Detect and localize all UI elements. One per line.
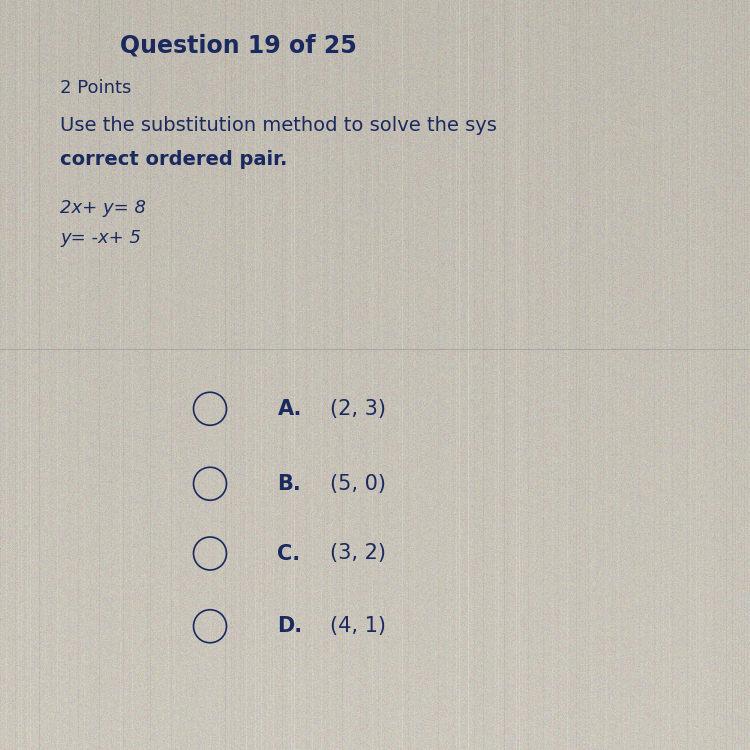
Text: (2, 3): (2, 3) bbox=[330, 399, 386, 418]
Text: A.: A. bbox=[278, 399, 302, 418]
Text: y= -x+ 5: y= -x+ 5 bbox=[60, 229, 141, 247]
Text: B.: B. bbox=[278, 474, 302, 494]
Text: Use the substitution method to solve the sys: Use the substitution method to solve the… bbox=[60, 116, 497, 135]
Text: 2x+ y= 8: 2x+ y= 8 bbox=[60, 199, 146, 217]
Text: correct ordered pair.: correct ordered pair. bbox=[60, 150, 287, 169]
Text: C.: C. bbox=[278, 544, 301, 563]
Text: (3, 2): (3, 2) bbox=[330, 544, 386, 563]
Text: (5, 0): (5, 0) bbox=[330, 474, 386, 494]
Text: Question 19 of 25: Question 19 of 25 bbox=[120, 34, 357, 58]
Text: 2 Points: 2 Points bbox=[60, 79, 131, 97]
Text: D.: D. bbox=[278, 616, 302, 636]
Text: (4, 1): (4, 1) bbox=[330, 616, 386, 636]
